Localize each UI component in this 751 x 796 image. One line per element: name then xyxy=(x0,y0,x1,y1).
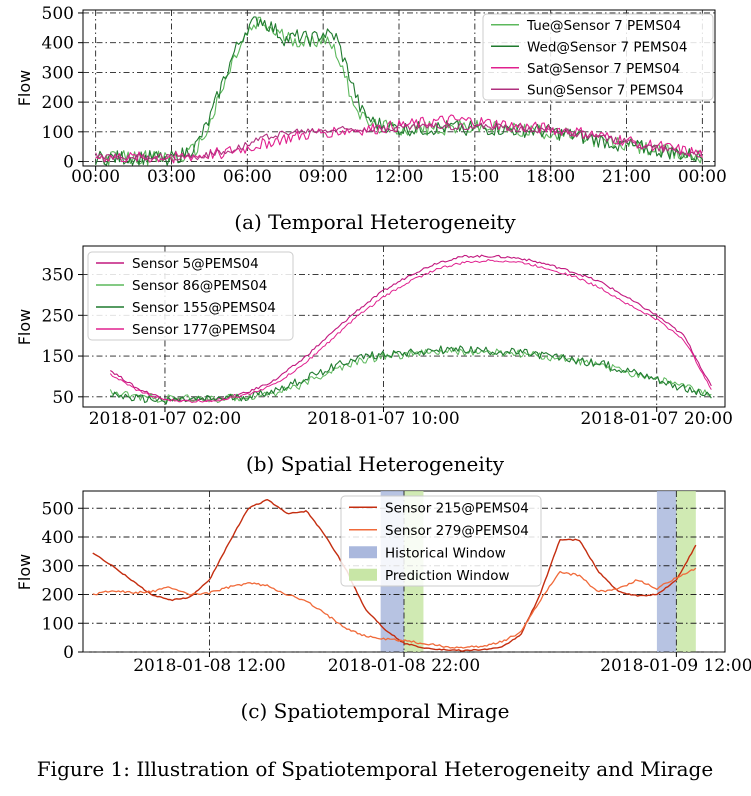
panel-b-caption: (b) Spatial Heterogeneity xyxy=(246,452,505,476)
y-tick-label: 100 xyxy=(42,614,74,634)
y-tick-label: 500 xyxy=(42,4,74,24)
legend-label: Sensor 86@PEMS04 xyxy=(132,278,267,294)
panel-c-series xyxy=(92,498,697,652)
y-tick-label: 150 xyxy=(42,347,74,367)
panel-a-temporal-heterogeneity: 00:00 03:00 06:00 09:00 12:00 15:00 18:00 21:00… xyxy=(15,4,727,234)
legend-swatch xyxy=(349,546,377,559)
figure-caption: Figure 1: Illustration of Spatiotemporal… xyxy=(37,757,713,781)
legend-label: Sensor 279@PEMS04 xyxy=(385,523,529,539)
window-band-prediction-window-3 xyxy=(676,491,696,652)
panel-a-ticks: 00:00 03:00 06:00 09:00 12:00 15:00 18:00 21:00… xyxy=(42,4,727,187)
x-tick-label: 12:00 xyxy=(375,167,424,187)
legend-label: Sensor 215@PEMS04 xyxy=(385,500,529,516)
legend-label: Sensor 5@PEMS04 xyxy=(132,256,259,272)
panel-c-legend: Sensor 215@PEMS04 Sensor 279@PEMS04 Histor… xyxy=(340,495,542,587)
x-tick-label: 00:00 xyxy=(678,167,727,187)
x-tick-label: 09:00 xyxy=(299,167,348,187)
y-tick-label: 200 xyxy=(42,586,74,606)
series-line-sun-sensor-7-pems04 xyxy=(95,122,703,161)
y-tick-label: 350 xyxy=(42,266,74,286)
series-line-sensor-215-pems04 xyxy=(92,498,697,652)
panel-c-spatiotemporal-mirage: 2018-01-08 12:00 2018-01-08 22:00 2018-01-… xyxy=(15,490,751,723)
series-line-wed-sensor-7-pems04 xyxy=(95,16,703,166)
x-tick-label: 21:00 xyxy=(602,167,651,187)
legend-label: Sun@Sensor 7 PEMS04 xyxy=(527,82,684,98)
panel-b-legend: Sensor 5@PEMS04 Sensor 86@PEMS04 Sensor 15… xyxy=(87,251,294,341)
panel-a-ylabel: Flow xyxy=(15,70,34,107)
series-line-sensor-5-pems04 xyxy=(110,254,712,402)
y-tick-label: 100 xyxy=(42,123,74,143)
y-tick-label: 300 xyxy=(42,557,74,577)
y-tick-label: 400 xyxy=(42,34,74,54)
panel-c-ticks: 2018-01-08 12:00 2018-01-08 22:00 2018-01-… xyxy=(42,499,751,676)
panel-a-series xyxy=(95,16,703,166)
legend-label: Sensor 155@PEMS04 xyxy=(132,300,276,316)
panel-c-ylabel: Flow xyxy=(15,554,34,591)
x-tick-label: 2018-01-08 12:00 xyxy=(133,656,285,676)
panel-b-series xyxy=(109,254,712,405)
legend-box xyxy=(340,495,542,587)
y-tick-label: 0 xyxy=(63,643,74,663)
legend-label: Historical Window xyxy=(385,545,506,561)
series-line-sensor-155-pems04 xyxy=(110,345,712,405)
x-tick-label: 2018-01-07 02:00 xyxy=(89,409,241,429)
window-band-historical-window-2 xyxy=(656,491,677,652)
legend-label: Tue@Sensor 7 PEMS04 xyxy=(526,18,681,34)
legend-swatch xyxy=(349,568,377,581)
panel-b-ticks: 2018-01-07 02:00 2018-01-07 10:00 2018-01-… xyxy=(42,266,733,429)
x-tick-label: 2018-01-08 22:00 xyxy=(328,656,480,676)
x-tick-label: 2018-01-09 12:00 xyxy=(600,656,751,676)
y-tick-label: 300 xyxy=(42,63,74,83)
x-tick-label: 15:00 xyxy=(450,167,499,187)
series-line-sensor-177-pems04 xyxy=(109,258,712,403)
legend-box xyxy=(87,251,294,341)
x-tick-label: 06:00 xyxy=(223,167,272,187)
y-tick-label: 250 xyxy=(42,306,74,326)
panel-b-spatial-heterogeneity: 2018-01-07 02:00 2018-01-07 10:00 2018-01-… xyxy=(15,245,733,476)
legend-label: Sat@Sensor 7 PEMS04 xyxy=(527,61,680,77)
x-tick-label: 2018-01-07 20:00 xyxy=(580,409,732,429)
series-line-sensor-279-pems04 xyxy=(92,567,697,649)
legend-label: Prediction Window xyxy=(385,568,510,584)
y-tick-label: 0 xyxy=(63,153,74,173)
y-tick-label: 50 xyxy=(52,388,74,408)
x-tick-label: 00:00 xyxy=(71,167,120,187)
panel-a-legend: Tue@Sensor 7 PEMS04 Wed@Sensor 7 PEMS04 Sa… xyxy=(482,13,714,101)
y-tick-label: 200 xyxy=(42,93,74,113)
y-tick-label: 400 xyxy=(42,528,74,548)
panel-a-caption: (a) Temporal Heterogeneity xyxy=(234,210,516,234)
panel-b-ylabel: Flow xyxy=(15,309,34,346)
legend-label: Wed@Sensor 7 PEMS04 xyxy=(527,39,687,55)
panel-c-caption: (c) Spatiotemporal Mirage xyxy=(241,699,510,723)
series-line-sat-sensor-7-pems04 xyxy=(95,114,703,164)
x-tick-label: 03:00 xyxy=(147,167,196,187)
x-tick-label: 18:00 xyxy=(526,167,575,187)
legend-label: Sensor 177@PEMS04 xyxy=(132,322,276,338)
x-tick-label: 2018-01-07 10:00 xyxy=(307,409,459,429)
y-tick-label: 500 xyxy=(42,499,74,519)
legend-box xyxy=(482,13,714,101)
